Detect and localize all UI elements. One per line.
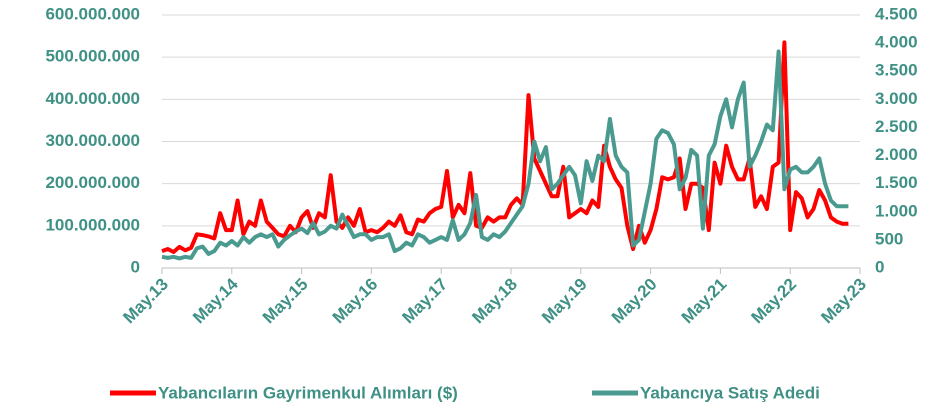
- y-tick-label: 400.000.000: [45, 89, 140, 108]
- y-tick-label: 500: [875, 229, 903, 248]
- y-tick-label: 0: [875, 257, 884, 276]
- legend-label: Yabancıların Gayrimenkul Alımları ($): [158, 383, 458, 402]
- series-line: [161, 49, 849, 261]
- x-tick-label: May.16: [329, 275, 382, 328]
- y-tick-label: 4.000: [875, 33, 918, 52]
- x-tick-label: May.19: [538, 275, 591, 328]
- x-tick-label: May.17: [399, 275, 452, 328]
- x-tick-label: May.13: [119, 275, 172, 328]
- y-tick-label: 2.000: [875, 145, 918, 164]
- legend-label: Yabancıya Satış Adedi: [640, 383, 820, 402]
- x-tick-label: May.20: [608, 275, 661, 328]
- y-tick-label: 2.500: [875, 117, 918, 136]
- y-tick-label: 0: [131, 257, 140, 276]
- y-tick-label: 200.000.000: [45, 173, 140, 192]
- y-tick-label: 4.500: [875, 4, 918, 23]
- series-line: [161, 40, 849, 254]
- y-tick-label: 3.000: [875, 89, 918, 108]
- y-tick-label: 1.000: [875, 201, 918, 220]
- y-tick-label: 500.000.000: [45, 47, 140, 66]
- x-tick-label: May.21: [678, 275, 731, 328]
- x-tick-label: May.14: [189, 274, 242, 327]
- y-tick-label: 300.000.000: [45, 131, 140, 150]
- x-tick-label: May.23: [817, 275, 870, 328]
- x-tick-label: May.15: [259, 275, 312, 328]
- y-tick-label: 1.500: [875, 173, 918, 192]
- x-tick-label: May.22: [748, 275, 801, 328]
- x-tick-label: May.18: [468, 275, 521, 328]
- y-tick-label: 100.000.000: [45, 215, 140, 234]
- y-tick-label: 3.500: [875, 61, 918, 80]
- y-tick-label: 600.000.000: [45, 4, 140, 23]
